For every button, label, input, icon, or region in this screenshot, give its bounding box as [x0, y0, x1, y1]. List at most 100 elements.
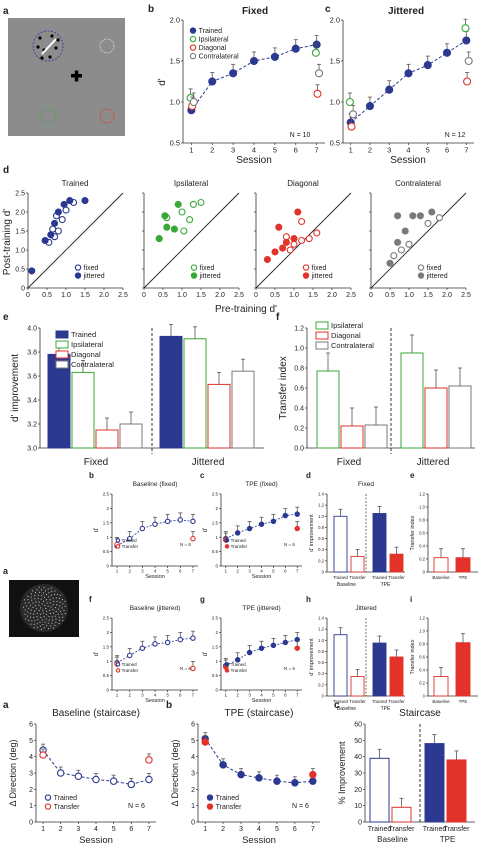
scatter-point-jittered [275, 223, 283, 231]
stimulus-dot [49, 602, 51, 604]
legend-d-label: jittered [311, 273, 333, 280]
stimulus-dot [39, 621, 41, 623]
legend-2b-marker [115, 538, 121, 543]
minibar-2d-ytick-label: 0.4 [318, 547, 324, 552]
stimulus-dot [39, 625, 41, 627]
scatter-0-ytick-label: 0 [21, 285, 25, 292]
mini-2g-ytick-label: 2 [215, 630, 218, 635]
n-label: N = 6 [180, 542, 191, 547]
legend-b-marker [189, 44, 197, 51]
data-point-1c [462, 36, 471, 45]
stimulus-dot [55, 611, 57, 613]
stimulus-dot [56, 604, 58, 606]
mini-2f-xtick-label: 2 [128, 693, 131, 698]
stimulus-dot [38, 601, 40, 603]
scatter-point-jittered [271, 248, 279, 256]
mini-2c-xtick-label: 5 [272, 569, 275, 574]
data-point-3b [309, 777, 317, 785]
group-label: Jittered [192, 457, 225, 468]
plot-1c-ytick-label: 0.5 [330, 139, 340, 148]
panel-letter: h [306, 595, 311, 604]
stimulus-dot [48, 628, 50, 630]
y-axis-label: % Improvement [337, 741, 347, 805]
scatter-point-fixed [290, 240, 298, 248]
data-point-2g [258, 645, 265, 651]
stimulus-dot [47, 605, 49, 607]
stimulus-dot [58, 623, 60, 625]
plot-1b-xtick-label: 2 [210, 146, 214, 155]
data-point-3b [255, 774, 263, 782]
bar-label: Transfer [444, 826, 470, 833]
stimulus-dot [35, 605, 37, 607]
mini-2c-ytick-label: 1 [215, 535, 218, 540]
group-label: Baseline [337, 706, 356, 712]
stimulus-dot [36, 616, 38, 618]
data-point-3a [109, 777, 118, 785]
plot-1c-ytick-label: 2.0 [330, 16, 340, 25]
scatter-3-xtick-label: 0.5 [385, 292, 395, 299]
legend-d-marker [417, 272, 425, 279]
mini-2c-ytick-label: 1.5 [212, 520, 219, 525]
stimulus-dot [42, 623, 44, 625]
panel-letter: a [3, 700, 9, 711]
stimulus-dot [41, 603, 43, 605]
n-label: N = 6 [292, 803, 309, 810]
mini-2c-ytick-label: 0 [215, 564, 218, 569]
stimulus-dot [40, 598, 42, 600]
miniti-2e-ytick-label: 0.4 [419, 543, 425, 548]
plot-1c-xtick-label: 2 [368, 146, 372, 155]
legend-label: Trained [71, 330, 96, 339]
y-axis-label: d' improvement [10, 354, 21, 422]
stimulus-dot [38, 610, 40, 612]
legend-d-marker [190, 272, 198, 279]
bar-2i [455, 642, 471, 697]
legend-swatch [315, 321, 329, 330]
data-point-2g [246, 649, 253, 656]
panel-letter: c [334, 700, 340, 711]
legend-2b-label: Transfer [122, 544, 139, 549]
scatter-0-xtick-label: 1.0 [61, 292, 71, 299]
data-point-2c [258, 521, 265, 527]
group-label: Baseline [337, 582, 356, 588]
scatter-point-fixed [313, 229, 321, 237]
diagonal-aperture [99, 108, 115, 124]
minibar-2h-ytick-label: 1.0 [318, 638, 324, 643]
stimulus-dot [36, 45, 40, 49]
scatter-point-jittered [394, 238, 402, 246]
stimulus-dot [33, 616, 35, 618]
stimulus-dot [30, 609, 32, 611]
data-point-2b [139, 525, 146, 532]
scatter-1-xtick-label: 1.5 [196, 292, 206, 299]
plot-1b-ytick-label: 2.0 [170, 16, 180, 25]
stimulus-dot [48, 619, 50, 621]
data-point-2b [177, 517, 184, 523]
bar-3c [446, 759, 467, 823]
scatter-point-fixed [186, 216, 194, 224]
data-point-2c [294, 525, 300, 532]
mini-2b-ytick-label: 2 [106, 506, 109, 511]
mini-2f-xtick-label: 3 [141, 693, 144, 698]
stimulus-dot [46, 610, 48, 612]
scatter-point-fixed [390, 252, 398, 260]
plot-1c-xtick-label: 1 [349, 146, 353, 155]
scatter-3-xtick-label: 0 [369, 292, 373, 299]
x-axis-label: Session [145, 698, 165, 704]
scatter-point-fixed [178, 208, 186, 216]
stimulus-dot [45, 594, 47, 596]
plot-1b-xtick-label: 5 [273, 146, 277, 155]
legend-2g-marker [224, 662, 230, 667]
mini-2c-xtick-label: 6 [284, 569, 287, 574]
panel-letter: c [200, 471, 205, 480]
stimulus-dot [24, 613, 26, 615]
bar-label: Transfer [388, 575, 405, 580]
legend-b-label: Trained [199, 28, 223, 35]
minibar-2d-ytick-label: 1.2 [318, 503, 324, 508]
y-axis-label: d' [203, 528, 209, 532]
identity-line [370, 192, 467, 289]
data-point-1c [365, 102, 375, 111]
scatter-point-jittered [401, 227, 409, 235]
data-point-2c [270, 518, 277, 525]
chart-title: Staircase [399, 708, 441, 719]
stimulus-dot [57, 608, 59, 610]
group-label: Baseline [377, 835, 408, 844]
